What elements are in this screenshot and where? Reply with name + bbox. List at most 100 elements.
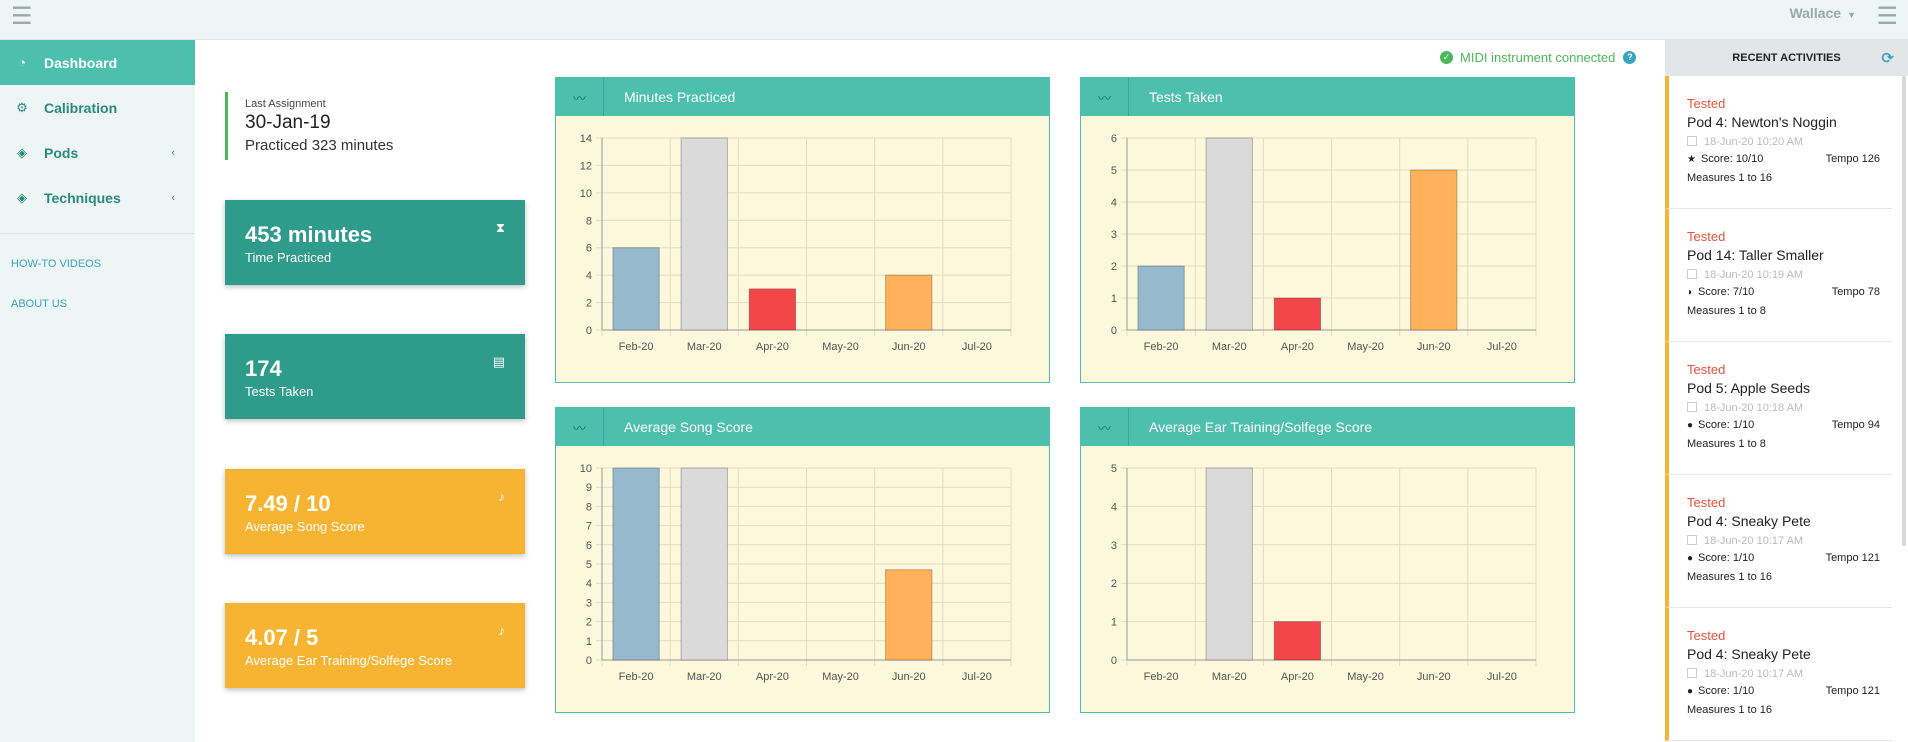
gauge-icon: ◔	[18, 55, 26, 70]
sidebar-item-dashboard[interactable]: ◔ Dashboard	[0, 40, 195, 85]
activity-title: Pod 4: Sneaky Pete	[1687, 646, 1811, 662]
y-tick-label: 8	[586, 215, 592, 227]
score-icon: ★	[1687, 154, 1696, 165]
y-tick-label: 0	[586, 655, 592, 667]
activity-item[interactable]: Tested Pod 4: Newton's Noggin 18-Jun-20 10…	[1665, 76, 1892, 209]
score-icon: ●	[1687, 686, 1694, 697]
activity-score-line: ◗ Score: 7/10 Tempo 78	[1687, 286, 1880, 298]
x-tick-label: Jun-20	[892, 671, 926, 683]
chart-title: Tests Taken	[1149, 89, 1223, 105]
y-tick-label: 12	[580, 160, 592, 172]
x-tick-label: Mar-20	[1212, 671, 1247, 683]
calendar-icon	[1687, 668, 1697, 678]
sidebar-item-calibration[interactable]: ⚙ Calibration	[0, 85, 195, 130]
score-icon: ●	[1687, 420, 1694, 431]
chart-panel-header: 〰 Tests Taken	[1081, 78, 1574, 116]
chart-panel-header: 〰 Minutes Practiced	[556, 78, 1049, 116]
line-chart-icon: 〰	[1081, 78, 1129, 116]
y-tick-label: 4	[586, 270, 592, 282]
bar	[680, 467, 728, 661]
activity-tempo: Tempo 94	[1831, 419, 1880, 431]
y-tick-label: 3	[586, 597, 592, 609]
x-tick-label: Apr-20	[1281, 671, 1314, 683]
y-tick-label: 3	[1111, 229, 1117, 241]
stat-label: Average Song Score	[245, 519, 365, 534]
stat-value: 7.49 / 10	[245, 491, 331, 516]
hourglass-icon: ⧗	[495, 220, 505, 235]
bar	[1273, 621, 1322, 661]
y-tick-label: 0	[586, 325, 592, 337]
sidebar-item-techniques[interactable]: ◈ Techniques ‹	[0, 175, 195, 220]
bar	[1273, 297, 1322, 331]
y-tick-label: 14	[580, 133, 592, 145]
recent-activities-header: RECENT ACTIVITIES ⟳	[1665, 40, 1908, 76]
activity-score: Score: 10/10	[1700, 153, 1764, 165]
activity-score-line: ★ Score: 10/10 Tempo 126	[1687, 153, 1880, 165]
user-menu[interactable]: Wallace ▼	[1789, 5, 1856, 21]
help-icon[interactable]: ?	[1623, 51, 1637, 64]
activity-item[interactable]: Tested Pod 4: Sneaky Pete 18-Jun-20 10:17 …	[1665, 475, 1892, 608]
x-tick-label: Jun-20	[1417, 341, 1451, 353]
check-circle-icon: ✓	[1440, 51, 1453, 64]
y-tick-label: 10	[580, 188, 592, 200]
how-to-videos-link[interactable]: HOW-TO VIDEOS	[11, 258, 102, 270]
about-us-link[interactable]: ABOUT US	[11, 298, 68, 310]
top-bar: ☰ Wallace ▼ ☰	[0, 0, 1908, 40]
activity-title: Pod 5: Apple Seeds	[1687, 380, 1810, 396]
x-tick-label: Feb-20	[1144, 671, 1179, 683]
bar	[885, 274, 933, 331]
sidebar-item-pods[interactable]: ◈ Pods ‹	[0, 130, 195, 175]
activity-item[interactable]: Tested Pod 14: Taller Smaller 18-Jun-20 10…	[1665, 209, 1892, 342]
bar	[1410, 169, 1458, 331]
stat-value: 453 minutes	[245, 222, 373, 247]
x-tick-label: May-20	[822, 341, 859, 353]
activity-measures: Measures 1 to 16	[1687, 571, 1772, 583]
x-tick-label: May-20	[822, 671, 859, 683]
x-tick-label: Jun-20	[892, 341, 926, 353]
bar	[680, 137, 728, 331]
chart-panel-average-song-score: 〰 Average Song Score 0 1 2 3 4 5 6 7 8 9 10 Feb-20 M…	[555, 407, 1050, 713]
activity-measures: Measures 1 to 16	[1687, 172, 1772, 184]
activity-status: Tested	[1687, 96, 1726, 111]
y-tick-label: 8	[586, 501, 592, 513]
x-tick-label: Apr-20	[756, 671, 789, 683]
x-tick-label: Jul-20	[962, 671, 992, 683]
activity-score: Score: 7/10	[1698, 286, 1755, 298]
chart-average-ear-training-score: 0 1 2 3 4 5 Feb-20 Mar-20 Apr-20 May-20 Jun-20 Jul-…	[1111, 463, 1537, 683]
y-tick-label: 9	[586, 482, 592, 494]
activity-tempo: Tempo 121	[1825, 552, 1880, 564]
chart-panel-minutes-practiced: 〰 Minutes Practiced 0 2 4 6 8 10 12 14 Feb-20 Mar…	[555, 77, 1050, 383]
sidebar: ◔ Dashboard ⚙ Calibration ◈ Pods ‹ ◈ Tec…	[0, 40, 195, 742]
y-tick-label: 5	[1111, 165, 1117, 177]
y-tick-label: 10	[580, 463, 592, 475]
activity-score: Score: 1/10	[1698, 552, 1755, 564]
chart-title: Average Song Score	[624, 419, 753, 435]
stat-label: Average Ear Training/Solfege Score	[245, 653, 453, 668]
midi-status-text: MIDI instrument connected	[1460, 50, 1616, 65]
x-tick-label: Apr-20	[756, 341, 789, 353]
x-tick-label: Jul-20	[1487, 341, 1517, 353]
chart-panel-average-ear-training-score: 〰 Average Ear Training/Solfege Score 0 1 2…	[1080, 407, 1575, 713]
x-tick-label: Feb-20	[1144, 341, 1179, 353]
refresh-icon[interactable]: ⟳	[1881, 50, 1894, 67]
activity-item[interactable]: Tested Pod 5: Apple Seeds 18-Jun-20 10:18 …	[1665, 342, 1892, 475]
y-tick-label: 3	[1111, 540, 1117, 552]
hamburger-icon[interactable]: ☰	[11, 3, 33, 30]
chart-average-song-score: 0 1 2 3 4 5 6 7 8 9 10 Feb-20 Mar-20 Apr-20 May-20 Jun-…	[580, 463, 1012, 683]
activity-score-line: ● Score: 1/10 Tempo 121	[1687, 552, 1880, 564]
x-tick-label: Feb-20	[619, 671, 654, 683]
activity-status: Tested	[1687, 495, 1726, 510]
hamburger-icon[interactable]: ☰	[1876, 3, 1898, 30]
scrollbar[interactable]	[1902, 76, 1906, 546]
y-tick-label: 5	[586, 559, 592, 571]
chevron-left-icon: ‹	[171, 146, 175, 159]
activity-title: Pod 4: Sneaky Pete	[1687, 513, 1811, 529]
bar	[1137, 265, 1185, 331]
x-tick-label: May-20	[1347, 341, 1384, 353]
y-tick-label: 1	[1111, 617, 1117, 629]
gear-icon: ⚙	[16, 99, 28, 115]
stat-label: Time Practiced	[245, 250, 332, 265]
x-tick-label: Apr-20	[1281, 341, 1314, 353]
activity-title: Pod 4: Newton's Noggin	[1687, 114, 1837, 130]
activity-item[interactable]: Tested Pod 4: Sneaky Pete 18-Jun-20 10:17 …	[1665, 608, 1892, 741]
